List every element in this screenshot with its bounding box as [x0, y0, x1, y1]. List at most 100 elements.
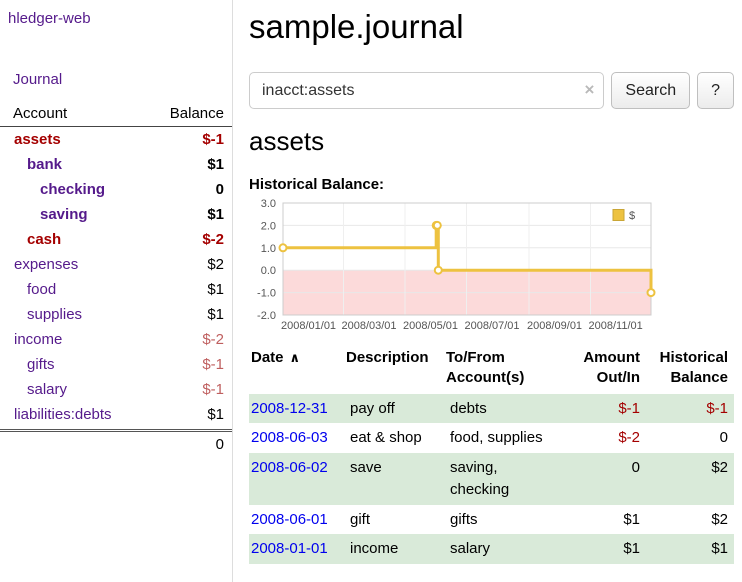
- account-link[interactable]: food: [27, 281, 57, 298]
- chart-x-tick-label: 2008/03/01: [341, 320, 396, 332]
- cell-description: eat & shop: [350, 429, 422, 447]
- col-header-description-label: Description: [346, 349, 429, 366]
- cell-balance: $2: [711, 510, 728, 528]
- account-balance: 0: [215, 181, 224, 198]
- cell-description: save: [350, 459, 382, 476]
- page-title: sample.journal: [249, 8, 464, 45]
- app-title-link[interactable]: hledger-web: [8, 10, 91, 27]
- col-header-amount-line1: Amount: [583, 349, 640, 366]
- cell-description: income: [350, 540, 399, 558]
- account-row: expenses $2: [0, 252, 232, 277]
- chart-point-marker: [432, 220, 442, 230]
- account-row: checking 0: [0, 177, 232, 202]
- chart-y-tick-label: 1.0: [261, 243, 276, 255]
- col-header-accounts-line1: To/From: [446, 349, 505, 366]
- chart-y-tick-label: -1.0: [257, 288, 276, 300]
- historical-balance-chart: 3.0 2.0 1.0 0.0 -1.0 -2.0 2008/01/01 2008/03/01…: [257, 198, 656, 332]
- account-link[interactable]: saving: [40, 206, 88, 223]
- chart-x-tick-label: 2008/07/01: [464, 320, 519, 332]
- account-link[interactable]: liabilities:debts: [14, 406, 112, 423]
- col-header-accounts-line2: Account(s): [446, 369, 525, 387]
- account-balance: $-1: [202, 356, 224, 373]
- cell-amount: $1: [623, 540, 640, 558]
- register-table: Date ∧ Description To/From Account(s) Amo…: [249, 345, 734, 564]
- sidebar-item-journal[interactable]: Journal: [13, 71, 63, 88]
- chart-title: Historical Balance:: [249, 176, 385, 193]
- register-row: 2008-06-02 save saving, checking 0 $2: [249, 453, 734, 505]
- transaction-date-link[interactable]: 2008-06-01: [251, 510, 328, 528]
- account-balance: $1: [207, 406, 224, 423]
- search-button[interactable]: Search: [611, 72, 691, 109]
- cell-description: gift: [350, 510, 371, 528]
- account-row: cash $-2: [0, 227, 232, 252]
- cell-accounts: food, supplies: [450, 429, 543, 447]
- transaction-date-link[interactable]: 2008-12-31: [251, 399, 328, 417]
- chart-x-tick-label: 2008/11/01: [589, 320, 643, 332]
- account-link[interactable]: checking: [40, 181, 106, 198]
- account-row: bank $1: [0, 152, 232, 177]
- cell-accounts: salary: [450, 540, 491, 558]
- account-row: saving $1: [0, 202, 232, 227]
- account-link[interactable]: gifts: [27, 356, 55, 373]
- cell-balance: 0: [719, 429, 728, 447]
- register-row: 2008-06-03 eat & shop food, supplies $-2 0: [249, 423, 734, 453]
- clear-search-icon[interactable]: ×: [584, 80, 595, 99]
- account-balance: $1: [207, 306, 224, 323]
- sidebar: hledger-web Journal Account Balance asse…: [0, 0, 233, 582]
- cell-amount: $-1: [618, 399, 640, 417]
- account-row: supplies $1: [0, 302, 232, 327]
- account-link[interactable]: bank: [27, 156, 63, 173]
- col-header-accounts: To/From Account(s): [444, 345, 574, 394]
- accounts-total-value: 0: [215, 436, 224, 453]
- account-link[interactable]: cash: [27, 231, 62, 248]
- transaction-date-link[interactable]: 2008-06-02: [251, 459, 328, 476]
- search-bar: × Search ?: [249, 72, 734, 109]
- col-header-amount: Amount Out/In: [574, 345, 646, 394]
- cell-amount: $-2: [618, 429, 640, 447]
- cell-date: 2008-06-02: [249, 453, 344, 505]
- account-balance: $-1: [202, 381, 224, 398]
- chart-y-tick-label: 0.0: [261, 265, 276, 277]
- chart-legend-label: $: [629, 210, 635, 222]
- main-content: sample.journal × Search ? assets Histori…: [234, 0, 742, 582]
- transaction-date-link[interactable]: 2008-06-03: [251, 429, 328, 447]
- account-balance: $1: [207, 206, 224, 223]
- cell-balance: $2: [711, 459, 728, 476]
- cell-amount: $1: [623, 510, 640, 528]
- account-link[interactable]: assets: [14, 131, 61, 148]
- chart-y-tick-label: 3.0: [261, 198, 276, 210]
- chart-point-marker: [433, 265, 443, 275]
- search-input[interactable]: [249, 72, 605, 109]
- cell-balance: $-1: [706, 399, 728, 417]
- cell-date: 2008-06-03: [249, 423, 344, 453]
- register-header-row: Date ∧ Description To/From Account(s) Amo…: [249, 345, 734, 394]
- transaction-date-link[interactable]: 2008-01-01: [251, 540, 328, 558]
- account-balance: $-2: [202, 231, 224, 248]
- account-row: gifts $-1: [0, 352, 232, 377]
- account-row: assets $-1: [0, 127, 232, 152]
- col-header-date[interactable]: Date ∧: [249, 345, 344, 394]
- col-header-description: Description: [344, 345, 444, 394]
- cell-amount: 0: [631, 459, 640, 476]
- cell-date: 2008-12-31: [249, 394, 344, 424]
- account-link[interactable]: income: [14, 331, 63, 348]
- col-header-date-label: Date: [251, 349, 284, 366]
- cell-accounts: saving, checking: [450, 459, 510, 498]
- account-link[interactable]: supplies: [27, 306, 83, 323]
- accounts-header-account-label: Account: [13, 105, 68, 122]
- help-button[interactable]: ?: [697, 72, 734, 109]
- account-row: income $-2: [0, 327, 232, 352]
- account-balance: $-2: [202, 331, 224, 348]
- cell-description: pay off: [350, 399, 395, 417]
- chart-x-tick-label: 2008/09/01: [527, 320, 582, 332]
- col-header-historical-line2: Balance: [670, 369, 728, 387]
- account-link[interactable]: salary: [27, 381, 68, 398]
- register-table-body: 2008-12-31 pay off debts $-1 $-1 2008-06-03 ea…: [249, 393, 734, 564]
- register-row: 2008-01-01 income salary $1 $1: [249, 534, 734, 564]
- account-row: food $1: [0, 277, 232, 302]
- sort-ascending-icon: ∧: [289, 350, 301, 365]
- chart-y-tick-label: -2.0: [257, 310, 276, 322]
- account-link[interactable]: expenses: [14, 256, 79, 273]
- chart-point-marker: [646, 288, 656, 298]
- account-heading: assets: [249, 126, 325, 156]
